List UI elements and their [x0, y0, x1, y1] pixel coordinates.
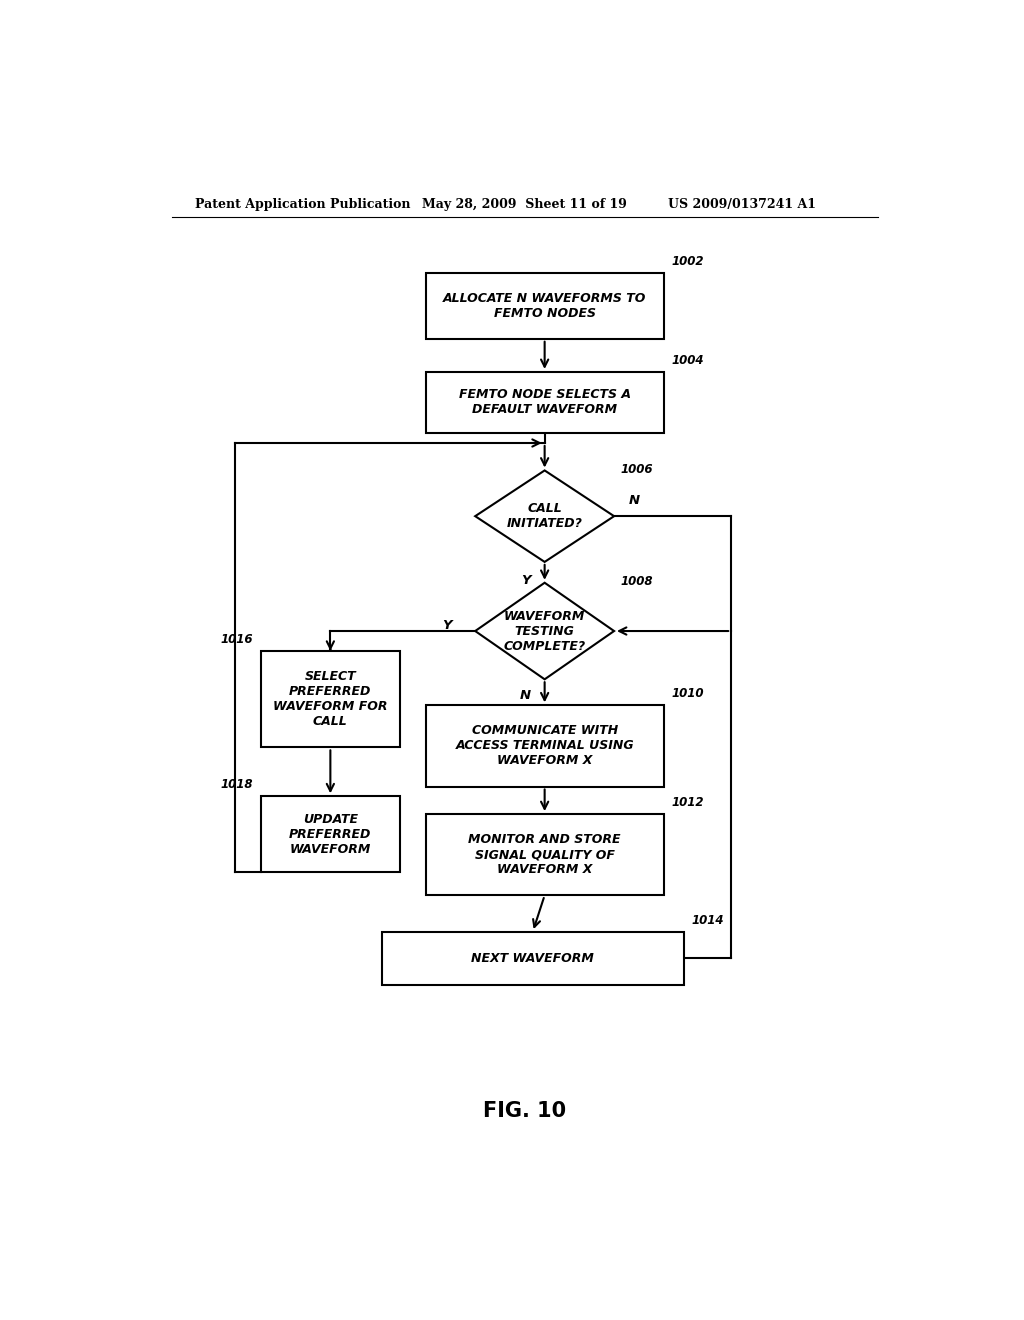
Text: MONITOR AND STORE
SIGNAL QUALITY OF
WAVEFORM X: MONITOR AND STORE SIGNAL QUALITY OF WAVE… — [468, 833, 621, 876]
Text: N: N — [519, 689, 530, 702]
FancyBboxPatch shape — [261, 796, 399, 873]
Text: 1010: 1010 — [672, 688, 705, 700]
Text: FIG. 10: FIG. 10 — [483, 1101, 566, 1121]
Text: Patent Application Publication: Patent Application Publication — [196, 198, 411, 211]
Text: Y: Y — [441, 619, 452, 632]
Text: CALL
INITIATED?: CALL INITIATED? — [507, 502, 583, 531]
Text: 1012: 1012 — [672, 796, 705, 809]
Text: WAVEFORM
TESTING
COMPLETE?: WAVEFORM TESTING COMPLETE? — [504, 610, 586, 652]
FancyBboxPatch shape — [426, 814, 664, 895]
Polygon shape — [475, 582, 614, 680]
Text: N: N — [629, 495, 640, 507]
FancyBboxPatch shape — [261, 651, 399, 747]
Text: ALLOCATE N WAVEFORMS TO
FEMTO NODES: ALLOCATE N WAVEFORMS TO FEMTO NODES — [443, 292, 646, 319]
Text: UPDATE
PREFERRED
WAVEFORM: UPDATE PREFERRED WAVEFORM — [289, 813, 372, 855]
Text: May 28, 2009  Sheet 11 of 19: May 28, 2009 Sheet 11 of 19 — [422, 198, 627, 211]
FancyBboxPatch shape — [382, 932, 684, 985]
Text: SELECT
PREFERRED
WAVEFORM FOR
CALL: SELECT PREFERRED WAVEFORM FOR CALL — [273, 671, 388, 729]
FancyBboxPatch shape — [426, 372, 664, 433]
Text: US 2009/0137241 A1: US 2009/0137241 A1 — [668, 198, 816, 211]
Text: Y: Y — [521, 574, 530, 586]
FancyBboxPatch shape — [426, 273, 664, 339]
Text: 1016: 1016 — [220, 632, 253, 645]
Text: 1018: 1018 — [220, 777, 253, 791]
Text: 1004: 1004 — [672, 354, 705, 367]
Polygon shape — [475, 470, 614, 562]
Text: 1008: 1008 — [621, 574, 653, 587]
Text: NEXT WAVEFORM: NEXT WAVEFORM — [471, 952, 594, 965]
Text: 1014: 1014 — [691, 913, 724, 927]
Text: COMMUNICATE WITH
ACCESS TERMINAL USING
WAVEFORM X: COMMUNICATE WITH ACCESS TERMINAL USING W… — [456, 725, 634, 767]
Text: 1002: 1002 — [672, 255, 705, 268]
FancyBboxPatch shape — [426, 705, 664, 787]
Text: 1006: 1006 — [621, 462, 653, 475]
Text: FEMTO NODE SELECTS A
DEFAULT WAVEFORM: FEMTO NODE SELECTS A DEFAULT WAVEFORM — [459, 388, 631, 416]
